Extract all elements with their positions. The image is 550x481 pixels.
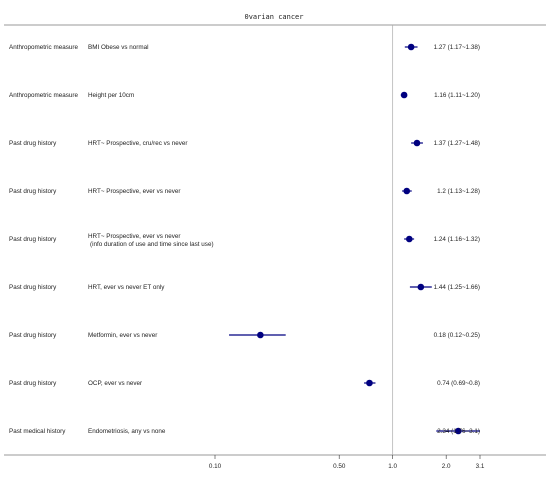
- estimate-point: [403, 187, 411, 195]
- ci-value-label: 1.44 (1.25~1.66): [434, 284, 480, 291]
- ci-value-label: 1.2 (1.13~1.28): [437, 188, 480, 195]
- forest-row: Past drug history HRT~ Prospective, ever …: [9, 187, 480, 195]
- row-exposure-label: OCP, ever vs never: [88, 380, 142, 387]
- chart-title: 0varian cancer: [244, 13, 303, 21]
- forest-row: Past drug history HRT~ Prospective, ever …: [9, 233, 480, 248]
- row-exposure-label: Height per 10cm: [88, 92, 134, 99]
- x-tick-label: 2.0: [442, 463, 451, 470]
- forest-row: Anthropometric measure Height per 10cm 1.1…: [9, 91, 480, 99]
- forest-row: Past drug history HRT~ Prospective, cru/r…: [9, 139, 480, 147]
- x-tick-label: 0.50: [333, 463, 346, 470]
- ci-value-label: 1.27 (1.17~1.38): [434, 44, 480, 51]
- row-category-label: Past medical history: [9, 428, 66, 435]
- row-exposure-label: HRT~ Prospective, cru/rec vs never: [88, 140, 187, 147]
- estimate-point: [405, 235, 413, 243]
- estimate-point: [366, 379, 373, 387]
- ci-value-label: 1.37 (1.27~1.48): [434, 140, 480, 147]
- ci-value-label: 1.24 (1.16~1.32): [434, 236, 480, 243]
- row-exposure-label: Metformin, ever vs never: [88, 332, 157, 339]
- ci-value-label: 1.16 (1.11~1.20): [434, 92, 480, 99]
- forest-row: Past drug history Metformin, ever vs neve…: [9, 331, 480, 339]
- row-exposure-label: HRT, ever vs never ET only: [88, 284, 165, 291]
- row-category-label: Past drug history: [9, 188, 57, 195]
- ci-value-label: 0.74 (0.69~0.8): [437, 380, 480, 387]
- row-category-label: Past drug history: [9, 236, 57, 243]
- x-tick-label: 1.0: [388, 463, 397, 470]
- estimate-point: [407, 43, 415, 51]
- row-category-label: Anthropometric measure: [9, 92, 78, 99]
- estimate-point: [413, 139, 421, 147]
- row-category-label: Past drug history: [9, 380, 57, 387]
- row-exposure-label: HRT~ Prospective, ever vs never: [88, 233, 180, 240]
- row-exposure-label: (info duration of use and time since las…: [90, 241, 214, 248]
- forest-row: Anthropometric measure BMI Obese vs norma…: [9, 43, 480, 51]
- estimate-point: [257, 331, 264, 339]
- row-category-label: Anthropometric measure: [9, 44, 78, 51]
- estimate-point: [454, 427, 462, 435]
- x-tick-label: 3.1: [476, 463, 485, 470]
- estimate-point: [417, 283, 425, 291]
- row-exposure-label: BMI Obese vs normal: [88, 44, 149, 51]
- row-category-label: Past drug history: [9, 284, 57, 291]
- ci-value-label: 2.34 (1.76~3.1): [437, 428, 480, 435]
- row-category-label: Past drug history: [9, 140, 57, 147]
- row-category-label: Past drug history: [9, 332, 57, 339]
- row-exposure-label: HRT~ Prospective, ever vs never: [88, 188, 180, 195]
- forest-row: Past drug history HRT, ever vs never ET o…: [9, 283, 480, 291]
- forest-row: Past medical history Endometriosis, any v…: [9, 427, 480, 435]
- ci-value-label: 0.18 (0.12~0.25): [434, 332, 480, 339]
- estimate-point: [400, 91, 408, 99]
- row-exposure-label: Endometriosis, any vs none: [88, 428, 166, 435]
- forest-row: Past drug history OCP, ever vs never 0.74 …: [9, 379, 480, 387]
- x-tick-label: 0.10: [209, 463, 222, 470]
